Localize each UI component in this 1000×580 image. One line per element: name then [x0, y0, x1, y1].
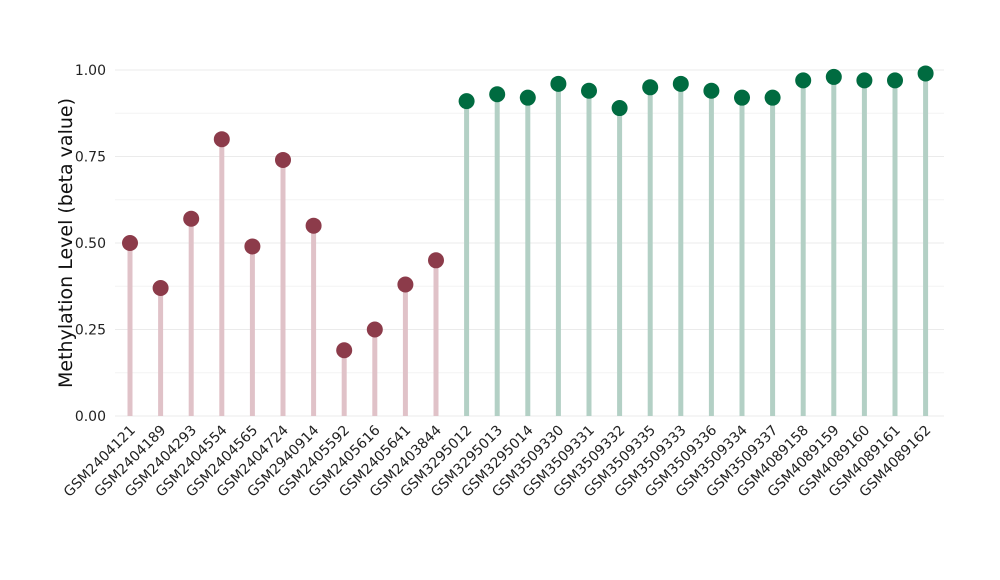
lollipop-point — [336, 342, 353, 359]
lollipop-point — [244, 238, 261, 255]
x-axis-ticks: GSM2404121GSM2404189GSM2404293GSM2404554… — [61, 422, 935, 500]
lollipop-point — [856, 72, 873, 89]
lollipop-point — [122, 235, 138, 251]
lollipop-point — [305, 217, 322, 234]
lollipop-point — [887, 72, 903, 89]
stems — [127, 73, 929, 416]
y-tick-label: 0.75 — [75, 150, 106, 166]
lollipop-point — [581, 82, 597, 99]
lollipop-point — [519, 89, 536, 106]
lollipop-point — [458, 93, 475, 110]
y-axis-title: Methylation Level (beta value) — [55, 98, 77, 388]
y-axis-ticks: 0.00 0.25 0.50 0.75 1.00 — [75, 63, 106, 425]
lollipop-point — [764, 89, 781, 106]
lollipop-point — [795, 72, 812, 89]
lollipop-point — [917, 65, 934, 82]
lollipop-point — [825, 68, 842, 85]
y-tick-label: 0.00 — [75, 409, 106, 425]
y-tick-label: 0.50 — [75, 236, 106, 252]
lollipop-point — [642, 79, 659, 96]
lollipop-point — [183, 210, 200, 227]
lollipop-point — [489, 86, 506, 103]
lollipop-point — [428, 252, 444, 269]
lollipop-point — [672, 75, 689, 92]
lollipop-point — [550, 75, 567, 92]
lollipop-point — [152, 279, 169, 296]
lollipop-point — [611, 100, 628, 117]
lollipop-point — [213, 131, 230, 148]
points — [122, 65, 934, 359]
lollipop-point — [397, 276, 414, 293]
lollipop-point — [734, 89, 750, 106]
lollipop-point — [703, 82, 720, 99]
y-tick-label: 0.25 — [75, 323, 106, 339]
y-tick-label: 1.00 — [75, 63, 106, 79]
lollipop-point — [366, 321, 383, 338]
lollipop-point — [275, 151, 291, 168]
